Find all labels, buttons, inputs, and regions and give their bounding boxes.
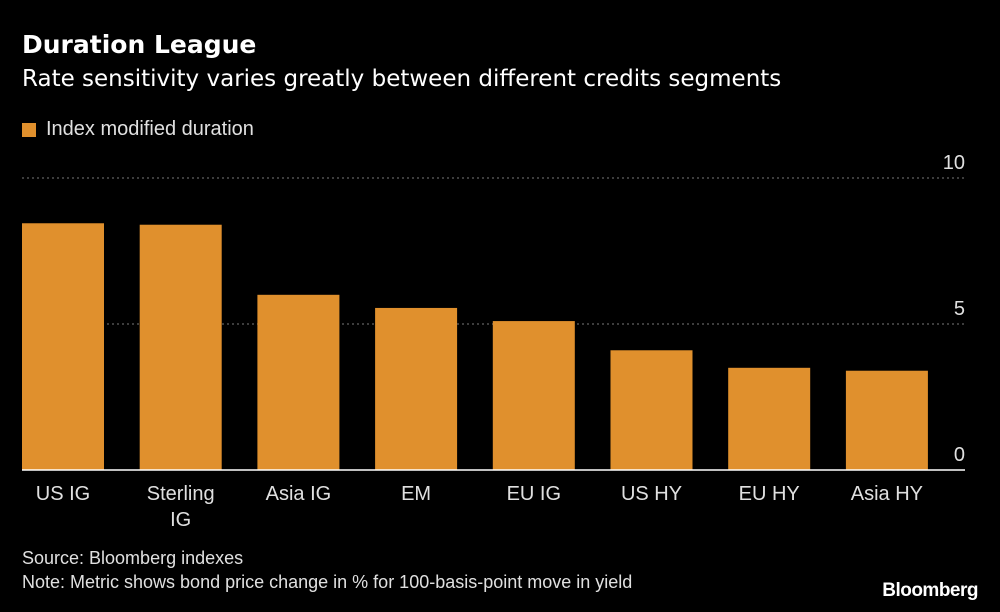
x-tick-label: US HY (621, 483, 682, 505)
bloomberg-logo: Bloomberg (882, 580, 978, 601)
x-tick-label: Asia IG (266, 483, 332, 505)
methodology-note: Note: Metric shows bond price change in … (22, 572, 633, 592)
chart-subtitle: Rate sensitivity varies greatly between … (22, 66, 782, 92)
source-note: Source: Bloomberg indexes (22, 548, 244, 568)
x-tick-label: Sterling IG (147, 483, 215, 531)
bar (22, 223, 104, 470)
legend: Index modified duration (22, 118, 254, 141)
x-tick-label: EM (401, 483, 431, 505)
x-tick-label: US IG (36, 483, 90, 505)
legend-swatch (22, 122, 36, 137)
legend-label: Index modified duration (46, 118, 254, 140)
y-tick-label: 10 (943, 152, 965, 174)
bar (728, 367, 811, 470)
bar (257, 294, 340, 470)
bar (845, 370, 928, 470)
x-tick-label: EU HY (739, 483, 800, 505)
chart-title: Duration League (22, 30, 257, 59)
x-tick-label: Asia HY (851, 483, 923, 505)
bar (375, 307, 458, 470)
bar (139, 224, 222, 470)
x-tick-label: EU IG (507, 483, 561, 505)
bar (492, 321, 575, 470)
bar (610, 350, 693, 470)
y-tick-label: 0 (954, 444, 965, 466)
y-tick-label: 5 (954, 298, 965, 320)
